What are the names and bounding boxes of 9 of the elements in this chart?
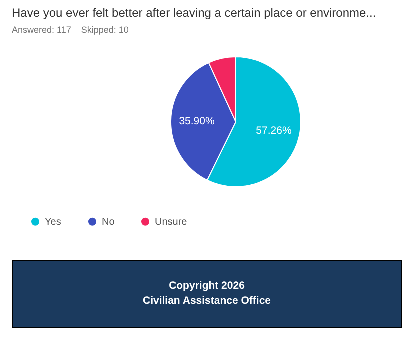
chart-title: Have you ever felt better after leaving a certain place or environme...: [12, 6, 376, 20]
text: Civilian Assistance Office: [142, 294, 272, 309]
legend-label: Unsure: [155, 216, 188, 228]
text: Copyright 2026: [168, 279, 246, 294]
legend-label: No: [102, 216, 116, 228]
data-label: 57.26%: [256, 124, 292, 137]
legend-label: Yes: [45, 216, 62, 228]
data-label: 35.90%: [179, 115, 215, 128]
chart-subtitle: Answered: 117 Skipped: 10: [12, 25, 129, 35]
